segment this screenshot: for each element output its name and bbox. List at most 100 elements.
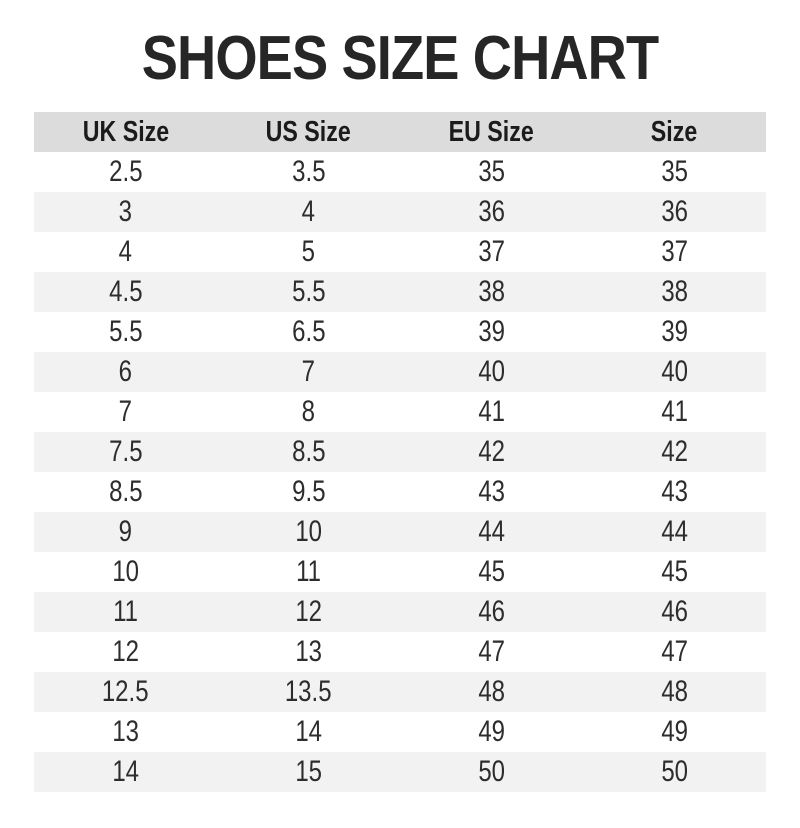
table-row: 6 7 40 40 — [34, 352, 766, 392]
table-cell: 4.5 — [34, 272, 217, 312]
cell-value: 41 — [661, 395, 688, 428]
table-cell: 38 — [583, 272, 766, 312]
column-header: EU Size — [400, 112, 583, 152]
table-cell: 39 — [400, 312, 583, 352]
table-row: 4 5 37 37 — [34, 232, 766, 272]
cell-value: 2.5 — [108, 155, 143, 188]
column-header-label: US Size — [265, 115, 352, 148]
table-cell: 44 — [583, 512, 766, 552]
cell-value: 42 — [661, 435, 688, 468]
table-cell: 48 — [400, 672, 583, 712]
cell-value: 37 — [661, 235, 688, 268]
cell-value: 10 — [295, 515, 322, 548]
table-cell: 36 — [400, 192, 583, 232]
column-header: Size — [583, 112, 766, 152]
cell-value: 11 — [296, 555, 321, 588]
cell-value: 47 — [661, 635, 688, 668]
table-cell: 8.5 — [217, 432, 400, 472]
table-cell: 44 — [400, 512, 583, 552]
table-row: 13 14 49 49 — [34, 712, 766, 752]
table-cell: 35 — [400, 152, 583, 192]
cell-value: 37 — [478, 235, 505, 268]
cell-value: 48 — [478, 675, 505, 708]
table-row: 12 13 47 47 — [34, 632, 766, 672]
table-row: 2.5 3.5 35 35 — [34, 152, 766, 192]
table-cell: 10 — [34, 552, 217, 592]
cell-value: 45 — [661, 555, 688, 588]
table-cell: 13.5 — [217, 672, 400, 712]
cell-value: 12.5 — [102, 675, 149, 708]
cell-value: 10 — [112, 555, 139, 588]
cell-value: 14 — [112, 755, 139, 788]
cell-value: 50 — [661, 755, 688, 788]
column-header-label: EU Size — [448, 115, 535, 148]
table-cell: 38 — [400, 272, 583, 312]
cell-value: 12 — [112, 635, 139, 668]
table-row: 11 12 46 46 — [34, 592, 766, 632]
table-cell: 14 — [217, 712, 400, 752]
table-cell: 9.5 — [217, 472, 400, 512]
table-header-row: UK Size US Size EU Size Size — [34, 112, 766, 152]
table-cell: 14 — [34, 752, 217, 792]
table-cell: 11 — [217, 552, 400, 592]
cell-value: 49 — [478, 715, 505, 748]
table-cell: 4 — [217, 192, 400, 232]
cell-value: 3 — [118, 195, 133, 228]
cell-value: 35 — [478, 155, 505, 188]
table-row: 9 10 44 44 — [34, 512, 766, 552]
table-row: 7.5 8.5 42 42 — [34, 432, 766, 472]
table-body: 2.5 3.5 35 35 3 4 36 36 4 5 37 37 4.5 5.5 38 38 5.5 6.5 39… — [34, 152, 766, 792]
table-row: 10 11 45 45 — [34, 552, 766, 592]
cell-value: 13 — [112, 715, 139, 748]
table-row: 4.5 5.5 38 38 — [34, 272, 766, 312]
table-cell: 5 — [217, 232, 400, 272]
table-row: 12.5 13.5 48 48 — [34, 672, 766, 712]
cell-value: 9 — [118, 515, 133, 548]
table-cell: 35 — [583, 152, 766, 192]
cell-value: 49 — [661, 715, 688, 748]
table-cell: 37 — [400, 232, 583, 272]
table-cell: 3 — [34, 192, 217, 232]
table-cell: 2.5 — [34, 152, 217, 192]
table-cell: 3.5 — [217, 152, 400, 192]
table-cell: 43 — [400, 472, 583, 512]
table-cell: 47 — [583, 632, 766, 672]
cell-value: 12 — [295, 595, 322, 628]
cell-value: 36 — [661, 195, 688, 228]
table-cell: 15 — [217, 752, 400, 792]
cell-value: 38 — [478, 275, 505, 308]
table-cell: 48 — [583, 672, 766, 712]
table-cell: 49 — [583, 712, 766, 752]
table-cell: 45 — [400, 552, 583, 592]
table-cell: 13 — [217, 632, 400, 672]
table-cell: 39 — [583, 312, 766, 352]
cell-value: 13.5 — [285, 675, 332, 708]
table-cell: 40 — [583, 352, 766, 392]
table-cell: 12 — [217, 592, 400, 632]
table-cell: 40 — [400, 352, 583, 392]
table-cell: 46 — [400, 592, 583, 632]
cell-value: 5.5 — [291, 275, 326, 308]
cell-value: 4 — [118, 235, 133, 268]
table-cell: 42 — [400, 432, 583, 472]
cell-value: 50 — [478, 755, 505, 788]
cell-value: 42 — [478, 435, 505, 468]
table-cell: 7 — [217, 352, 400, 392]
column-header-label: UK Size — [82, 115, 169, 148]
table-cell: 45 — [583, 552, 766, 592]
cell-value: 6 — [118, 355, 133, 388]
cell-value: 14 — [295, 715, 322, 748]
table-cell: 6 — [34, 352, 217, 392]
table-cell: 6.5 — [217, 312, 400, 352]
cell-value: 38 — [661, 275, 688, 308]
table-row: 3 4 36 36 — [34, 192, 766, 232]
cell-value: 5.5 — [108, 315, 143, 348]
table-cell: 12.5 — [34, 672, 217, 712]
cell-value: 7.5 — [108, 435, 143, 468]
cell-value: 39 — [478, 315, 505, 348]
table-cell: 8 — [217, 392, 400, 432]
cell-value: 44 — [661, 515, 688, 548]
cell-value: 44 — [478, 515, 505, 548]
table-cell: 7 — [34, 392, 217, 432]
table-cell: 9 — [34, 512, 217, 552]
